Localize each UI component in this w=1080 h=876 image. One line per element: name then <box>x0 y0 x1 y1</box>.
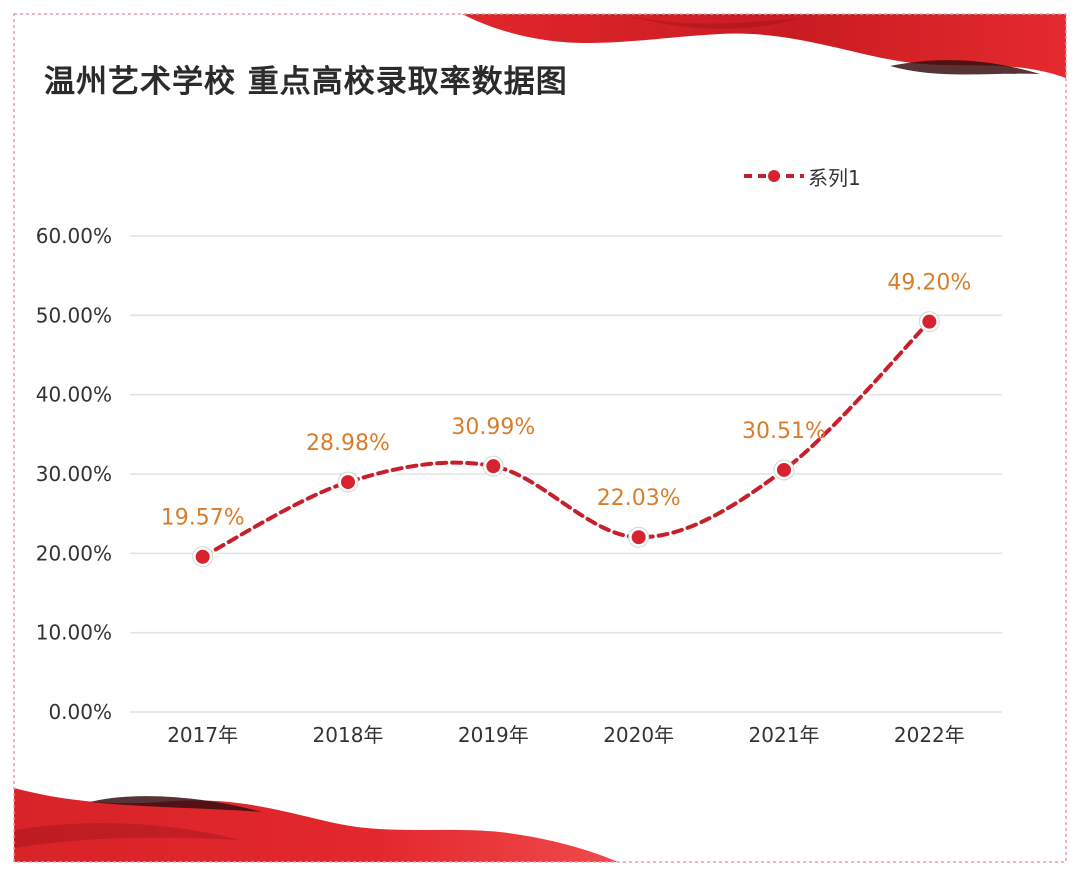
data-label: 30.99% <box>451 415 535 440</box>
chart-border <box>13 13 1067 863</box>
y-tick-label: 30.00% <box>36 462 112 486</box>
data-point <box>486 459 501 474</box>
legend-swatch <box>744 170 804 182</box>
data-point <box>341 475 355 490</box>
data-point <box>195 549 210 564</box>
top-ribbon <box>462 14 1066 78</box>
legend-label: 系列1 <box>808 165 861 190</box>
legend: 系列1 <box>742 163 861 190</box>
y-axis-ticks: 0.00% 10.00% 20.00% 30.00% 40.00% 50.00% 60.00… <box>36 224 112 724</box>
data-point <box>922 314 937 329</box>
data-label: 28.98% <box>306 431 390 456</box>
y-tick-label: 10.00% <box>36 621 112 645</box>
data-label: 30.51% <box>742 419 826 444</box>
data-labels: 19.57% 28.98% 30.99% 22.03% 30.51% 49.20% <box>161 271 972 531</box>
x-tick-label: 2020年 <box>603 723 674 747</box>
y-tick-label: 20.00% <box>36 541 112 565</box>
data-label: 22.03% <box>597 486 681 511</box>
gridlines <box>130 235 1002 713</box>
bottom-ribbon <box>14 788 618 862</box>
data-label: 19.57% <box>161 506 245 531</box>
data-point <box>631 530 646 545</box>
x-axis-ticks: 2017年 2018年 2019年 2020年 2021年 2022年 <box>167 723 965 747</box>
data-point <box>777 462 791 477</box>
chart-title: 温州艺术学校 重点高校录取率数据图 <box>44 64 568 100</box>
series-line <box>200 318 933 561</box>
x-tick-label: 2019年 <box>458 723 529 747</box>
x-tick-label: 2021年 <box>749 723 820 747</box>
data-points <box>192 311 940 568</box>
y-tick-label: 40.00% <box>36 383 112 407</box>
series-line-path <box>200 319 932 559</box>
x-tick-label: 2022年 <box>894 723 965 747</box>
x-tick-label: 2017年 <box>167 723 238 747</box>
x-tick-label: 2018年 <box>313 723 384 747</box>
y-tick-label: 0.00% <box>48 700 112 724</box>
data-label: 49.20% <box>887 271 971 296</box>
y-tick-label: 50.00% <box>36 303 112 327</box>
y-tick-label: 60.00% <box>36 224 112 248</box>
